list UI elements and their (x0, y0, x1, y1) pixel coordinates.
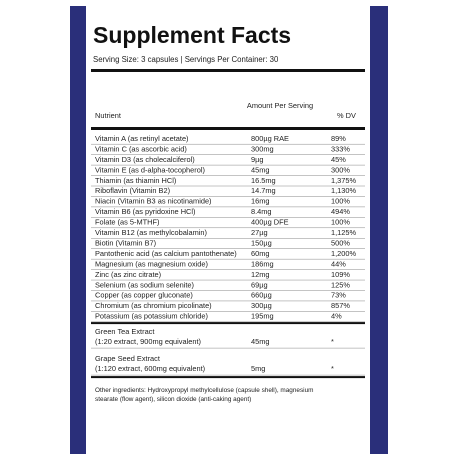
nutrient: Pantothenic acid (as calcium pantothenat… (95, 249, 237, 258)
other-ingredients: Other ingredients: Hydroxypropyl methylc… (95, 387, 313, 394)
dv: 73% (331, 291, 346, 300)
title: Supplement Facts (93, 22, 291, 48)
dv: 125% (331, 280, 350, 289)
dv: 109% (331, 270, 350, 279)
extract-name: Grape Seed Extract (95, 354, 160, 363)
dv: 494% (331, 207, 350, 216)
dv: 1,375% (331, 176, 356, 185)
nutrient: Selenium (as sodium selenite) (95, 280, 194, 289)
nutrient: Copper (as copper gluconate) (95, 291, 193, 300)
amount: 14.7mg (251, 186, 276, 195)
dv: 1,130% (331, 186, 356, 195)
panel (86, 6, 370, 454)
nutrient: Vitamin C (as ascorbic acid) (95, 144, 187, 153)
rule (91, 322, 365, 325)
amount: 660µg (251, 291, 272, 300)
amount: 5mg (251, 364, 265, 373)
dv: 1,200% (331, 249, 356, 258)
amount: 27µg (251, 228, 268, 237)
nutrient: Vitamin E (as d-alpha-tocopherol) (95, 165, 205, 174)
nutrient: Riboflavin (Vitamin B2) (95, 186, 170, 195)
col-head: % DV (337, 111, 356, 120)
amount: 186mg (251, 259, 274, 268)
dv: 100% (331, 197, 350, 206)
amount: 800µg RAE (251, 134, 289, 143)
rows: Vitamin A (as retinyl acetate) 800µg RAE 8… (91, 134, 365, 403)
dv: 857% (331, 301, 350, 310)
nutrient: Magnesium (as magnesium oxide) (95, 259, 208, 268)
extract-ratio: (1:120 extract, 600mg equivalent) (95, 364, 205, 373)
amount: 300µg (251, 301, 272, 310)
extract-ratio: (1:20 extract, 900mg equivalent) (95, 337, 201, 346)
col-head: Amount Per Serving (246, 101, 314, 110)
nutrient: Potassium (as potassium chloride) (95, 312, 208, 321)
dv: 45% (331, 155, 346, 164)
amount: 45mg (251, 165, 270, 174)
dv: 89% (331, 134, 346, 143)
nutrient: Chromium (as chromium picolinate) (95, 301, 212, 310)
nutrient: Biotin (Vitamin B7) (95, 238, 156, 247)
amount: 8.4mg (251, 207, 272, 216)
amount: 195mg (251, 312, 274, 321)
amount: 300mg (251, 144, 274, 153)
amount: 12mg (251, 270, 270, 279)
dv: 300% (331, 165, 350, 174)
amount: 16.5mg (251, 176, 276, 185)
amount: 9µg (251, 155, 263, 164)
extract-name: Green Tea Extract (95, 327, 154, 336)
dv: * (331, 337, 334, 346)
rule (91, 69, 365, 72)
nutrient: Folate (as 5-MTHF) (95, 218, 159, 227)
amount: 60mg (251, 249, 270, 258)
dv: 4% (331, 312, 342, 321)
nutrient: Vitamin A (as retinyl acetate) (95, 134, 189, 143)
dv: 100% (331, 218, 350, 227)
amount: 400µg DFE (251, 218, 289, 227)
rule (91, 127, 365, 130)
nutrient: Vitamin D3 (as cholecalciferol) (95, 155, 195, 164)
nutrient: Niacin (Vitamin B3 as nicotinamide) (95, 197, 212, 206)
dv: 44% (331, 259, 346, 268)
amount: 69µg (251, 280, 268, 289)
other-ingredients: stearate (flow agent), silicon dioxide (… (95, 396, 251, 403)
col-head-box: Amount Per Serving (246, 101, 314, 110)
amount: 150µg (251, 238, 272, 247)
dv: 333% (331, 144, 350, 153)
rule (91, 376, 365, 379)
dv: 1,125% (331, 228, 356, 237)
col-head: Nutrient (95, 111, 121, 120)
nutrient: Zinc (as zinc citrate) (95, 270, 161, 279)
nutrient: Vitamin B6 (as pyridoxine HCl) (95, 207, 196, 216)
amount: 45mg (251, 337, 270, 346)
serving: Serving Size: 3 capsules | Servings Per … (93, 55, 279, 64)
amount: 16mg (251, 197, 270, 206)
nutrient: Vitamin B12 (as methylcobalamin) (95, 228, 207, 237)
dv: 500% (331, 238, 350, 247)
dv: * (331, 364, 334, 373)
nutrient: Thiamin (as thiamin HCl) (95, 176, 176, 185)
